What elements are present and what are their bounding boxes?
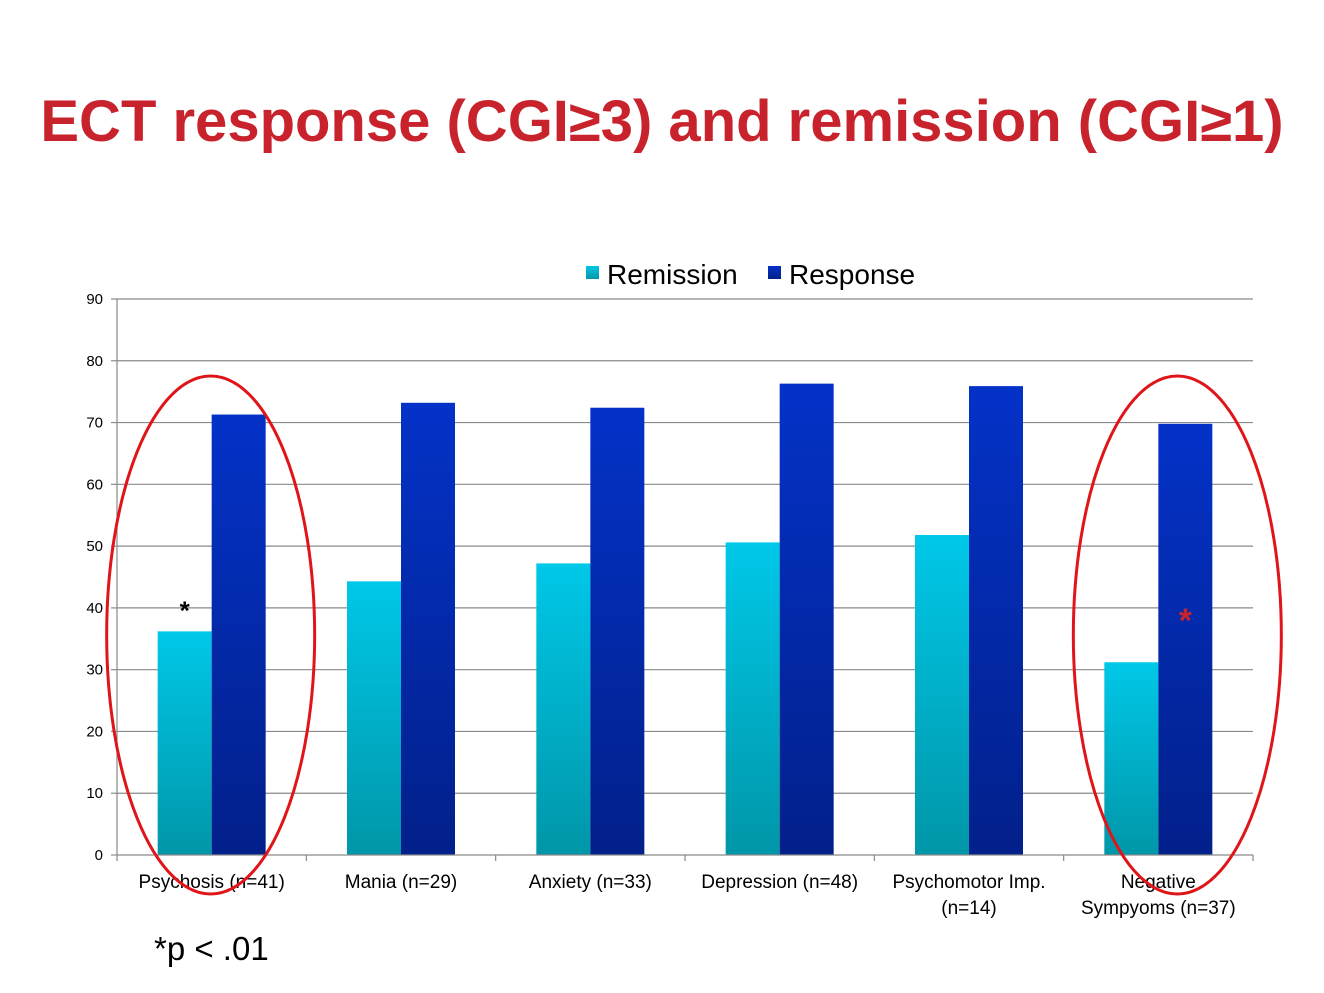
highlight-ellipse	[105, 374, 317, 896]
y-tick-label: 20	[86, 723, 103, 740]
significance-asterisk: *	[180, 596, 191, 626]
slide-title: ECT response (CGI≥3) and remission (CGI≥…	[40, 89, 1284, 154]
x-category-label: Mania (n=29)	[345, 872, 457, 893]
y-tick-label: 30	[86, 662, 103, 679]
remission-bar	[157, 631, 212, 855]
bars	[157, 383, 1213, 855]
response-bar	[969, 386, 1023, 855]
y-tick-label: 70	[86, 415, 103, 432]
y-tick-label: 0	[95, 847, 103, 864]
x-axis	[116, 299, 1254, 861]
legend-label-remission: Remission	[607, 259, 738, 290]
remission-bar	[915, 534, 969, 855]
response-bar	[211, 414, 266, 855]
y-axis-ticks: 0 10 20 30 40 50 60 70 80 90	[86, 291, 117, 864]
response-bar	[590, 407, 645, 855]
y-tick-label: 90	[86, 291, 103, 308]
response-bar	[1158, 423, 1213, 855]
remission-bar	[725, 542, 780, 855]
remission-bar	[347, 581, 401, 855]
legend-label-response: Response	[789, 259, 915, 290]
x-category-label: Psychomotor Imp.	[892, 872, 1045, 893]
y-tick-label: 80	[86, 353, 103, 370]
x-category-label: Anxiety (n=33)	[529, 872, 652, 893]
chart-legend: Remission Response	[586, 259, 915, 290]
remission-bar	[1104, 662, 1159, 855]
response-bar	[401, 402, 455, 855]
gridlines	[117, 298, 1253, 794]
footnote: *p < .01	[154, 930, 269, 967]
remission-bar	[536, 563, 591, 855]
y-tick-label: 40	[86, 600, 103, 617]
y-tick-label: 60	[86, 476, 103, 493]
x-category-label: Psychosis (n=41)	[139, 872, 285, 893]
y-tick-label: 50	[86, 538, 103, 555]
x-category-label: (n=14)	[941, 898, 996, 919]
x-axis-labels: Psychosis (n=41) Mania (n=29) Anxiety (n=3…	[139, 872, 1236, 919]
response-bar	[779, 383, 834, 855]
legend-swatch-response	[768, 266, 781, 279]
highlight-ellipse	[1071, 374, 1283, 896]
significance-asterisk: *	[1179, 602, 1193, 640]
annotations: * *	[180, 596, 1193, 640]
y-tick-label: 10	[86, 785, 103, 802]
highlight-ellipses	[105, 374, 1283, 896]
legend-swatch-remission	[586, 266, 599, 279]
x-category-label: Depression (n=48)	[701, 872, 858, 893]
x-category-label: Sympyoms (n=37)	[1081, 898, 1236, 919]
